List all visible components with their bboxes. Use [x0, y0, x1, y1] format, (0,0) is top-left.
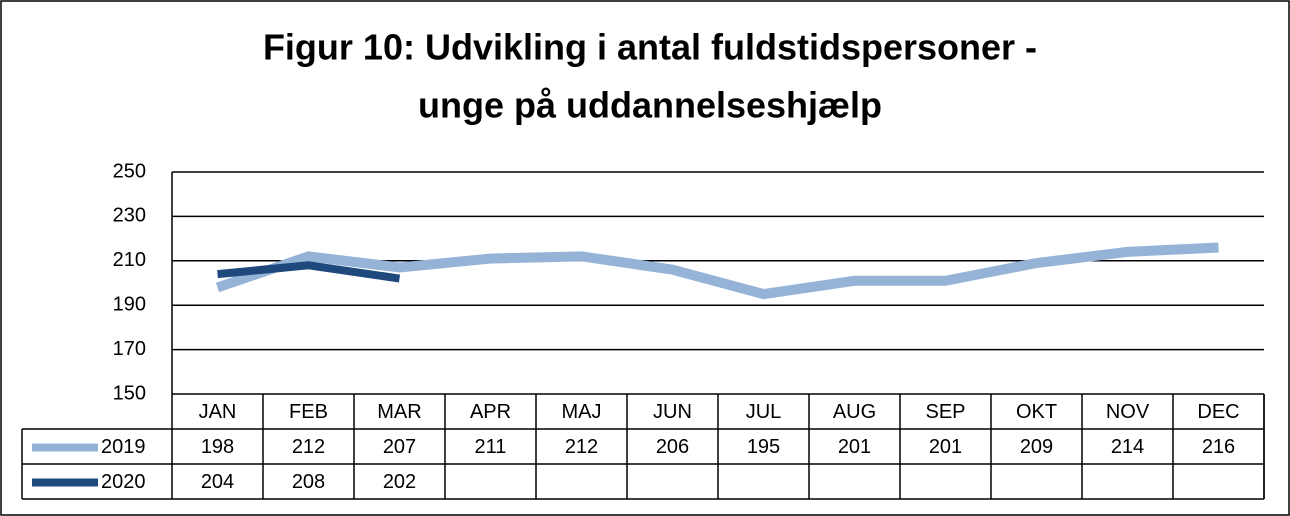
table-value: 211: [475, 436, 507, 458]
table-value: 212: [565, 436, 598, 458]
table-value: 204: [201, 471, 234, 493]
x-tick-label: JUN: [653, 401, 692, 423]
table-value: 201: [838, 436, 871, 458]
table-value: 209: [1020, 436, 1053, 458]
y-tick-label: 190: [113, 293, 146, 315]
table-value: 195: [747, 436, 780, 458]
legend-label: 2019: [101, 436, 146, 458]
legend-label: 2020: [101, 471, 146, 493]
x-tick-label: SEP: [925, 401, 965, 423]
table-value: 202: [383, 471, 416, 493]
table-value: 216: [1202, 436, 1235, 458]
series-line: [217, 261, 401, 283]
series-line: [215, 242, 1219, 300]
table-value: 198: [201, 436, 234, 458]
table-value: 208: [292, 471, 325, 493]
table-value: 214: [1111, 436, 1144, 458]
table-value: 212: [292, 436, 325, 458]
x-tick-label: APR: [470, 401, 511, 423]
table-value: 207: [383, 436, 416, 458]
x-tick-label: JUL: [746, 401, 782, 423]
x-tick-label: JAN: [199, 401, 237, 423]
x-tick-label: AUG: [833, 401, 876, 423]
x-tick-label: FEB: [289, 401, 328, 423]
table-value: 206: [656, 436, 689, 458]
y-tick-label: 210: [113, 249, 146, 271]
chart-title: Figur 10: Udvikling i antal fuldstidsper…: [263, 27, 1037, 68]
y-tick-label: 150: [113, 382, 146, 404]
x-tick-label: NOV: [1106, 401, 1150, 423]
chart-title: unge på uddannelseshjælp: [418, 85, 882, 126]
table-value: 201: [929, 436, 962, 458]
y-tick-label: 250: [113, 160, 146, 182]
y-tick-label: 230: [113, 205, 146, 227]
x-tick-label: MAJ: [562, 401, 602, 423]
y-tick-label: 170: [113, 338, 146, 360]
x-tick-label: OKT: [1016, 401, 1057, 423]
x-tick-label: DEC: [1197, 401, 1239, 423]
x-tick-label: MAR: [377, 401, 421, 423]
